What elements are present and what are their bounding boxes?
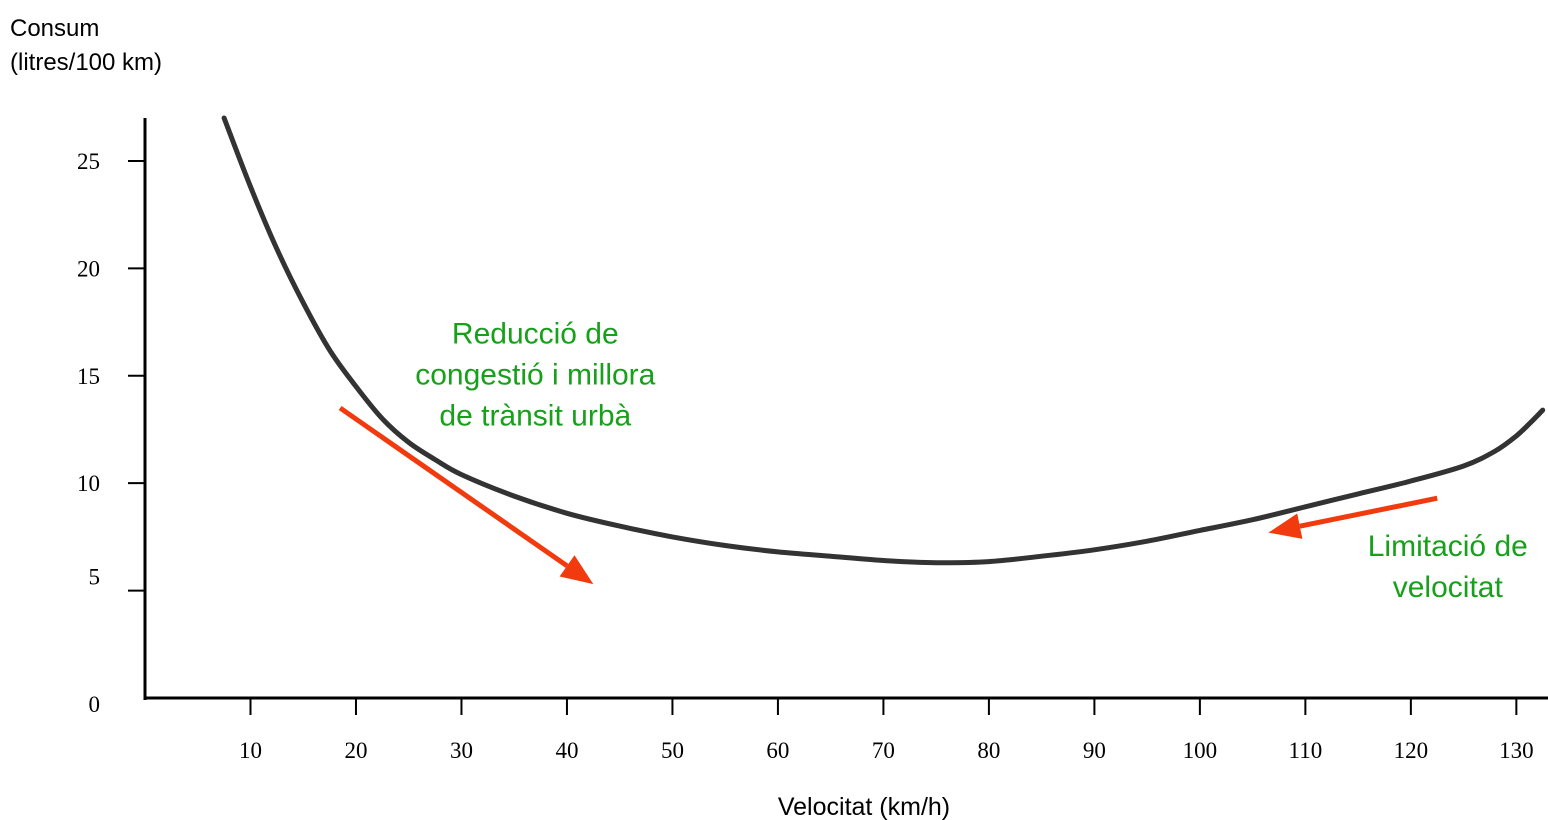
x-tick-label: 90 (1083, 738, 1106, 763)
y-tick-label: 5 (89, 565, 101, 590)
y-tick-label: 20 (77, 256, 100, 281)
consumption-curve (221, 115, 1546, 566)
x-tick-label: 20 (344, 738, 367, 763)
y-tick-label: 0 (89, 692, 101, 717)
y-tick-label: 25 (77, 149, 100, 174)
y-axis-label-line-2: (litres/100 km) (10, 49, 162, 76)
annotations: Reducció de congestió i millora de trànsit… (415, 318, 1528, 605)
x-tick-label: 60 (766, 738, 789, 763)
y-axis-ticks: 0 5 10 15 20 25 (77, 149, 145, 717)
annotation-line: velocitat (1393, 571, 1504, 604)
x-tick-label: 80 (977, 738, 1000, 763)
x-tick-label: 40 (555, 738, 578, 763)
annotation-line: Reducció de (452, 318, 619, 351)
x-tick-label: 100 (1183, 738, 1218, 763)
x-tick-label: 30 (450, 738, 473, 763)
arrow-head (1268, 513, 1303, 539)
x-tick-label: 50 (661, 738, 684, 763)
x-tick-label: 130 (1499, 738, 1534, 763)
annotation-line: congestió i millora (415, 359, 655, 392)
x-tick-label: 10 (239, 738, 262, 763)
x-tick-label: 110 (1289, 738, 1323, 763)
arrow-shaft (1299, 495, 1438, 529)
x-axis-ticks: 10 20 30 40 50 60 70 80 90 100 110 120 130 (239, 698, 1534, 763)
arrows (338, 405, 1438, 585)
y-tick-label: 10 (77, 471, 100, 496)
x-axis-label: Velocitat (km/h) (778, 793, 950, 820)
arrow-shaft (338, 405, 569, 568)
annotation-line: de trànsit urbà (439, 400, 631, 433)
x-tick-label: 120 (1394, 738, 1429, 763)
arrow-head (559, 555, 594, 585)
y-tick-label: 15 (77, 364, 100, 389)
x-tick-label: 70 (872, 738, 895, 763)
y-axis-label-line-1: Consum (10, 15, 99, 42)
annotation-line: Limitació de (1368, 530, 1528, 563)
